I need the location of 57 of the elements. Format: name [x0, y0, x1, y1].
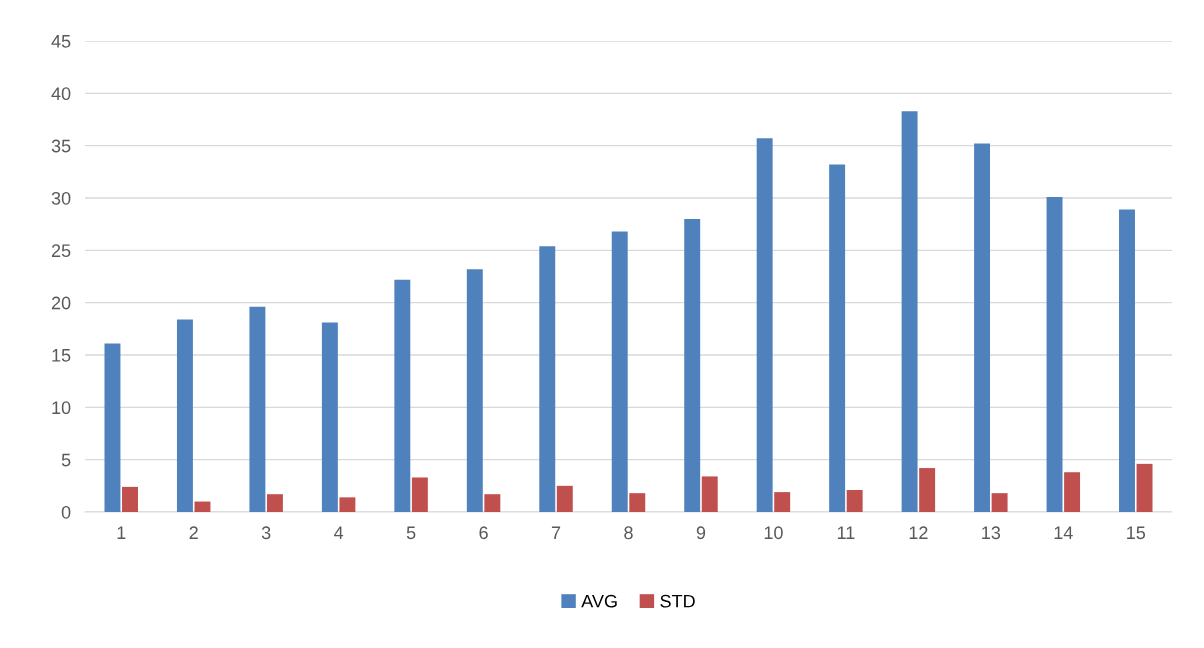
bar: [266, 494, 283, 512]
x-tick-label: 10: [764, 526, 783, 540]
bar: [829, 164, 846, 512]
y-tick-label: 35: [51, 139, 71, 153]
bar: [466, 269, 483, 512]
bar: [484, 494, 501, 512]
bar: [1119, 209, 1135, 512]
bar: [1136, 463, 1153, 512]
bar: [194, 501, 211, 512]
y-tick-label: 30: [51, 191, 71, 205]
y-tick-label: 45: [51, 35, 71, 48]
bar: [974, 143, 991, 512]
bar: [774, 492, 791, 512]
bar: [629, 493, 646, 512]
x-tick-label: 5: [406, 526, 416, 540]
x-tick-label: 6: [479, 526, 488, 540]
bar: [339, 497, 356, 512]
x-tick-label: 13: [982, 526, 1001, 540]
bar: [249, 306, 266, 512]
bar: [991, 493, 1008, 512]
bar: [1046, 196, 1063, 512]
bar: [684, 218, 701, 512]
y-tick-label: 10: [52, 401, 71, 415]
bar: [176, 319, 193, 512]
bar: [394, 279, 411, 512]
bar: [122, 486, 138, 512]
bar: [901, 111, 918, 512]
y-tick-label: 20: [51, 296, 71, 310]
x-tick-label: 3: [261, 526, 271, 540]
y-tick-label: 15: [52, 349, 71, 362]
y-tick-label: 25: [51, 244, 71, 258]
x-tick-label: 11: [837, 526, 855, 539]
bar: [411, 477, 428, 512]
legend-label: STD: [660, 594, 695, 608]
y-tick-label: 0: [61, 505, 71, 519]
x-tick-label: 9: [696, 526, 706, 540]
bar: [919, 468, 936, 512]
x-tick-label: 14: [1054, 526, 1073, 539]
x-tick-label: 4: [334, 526, 344, 539]
bar: [701, 476, 718, 512]
x-tick-label: 1: [117, 526, 126, 539]
y-tick-label: 40: [51, 87, 71, 101]
bar: [846, 490, 863, 512]
x-tick-label: 12: [909, 526, 928, 539]
bar: [539, 246, 556, 512]
x-tick-label: 8: [624, 526, 633, 540]
bar: [104, 343, 121, 512]
bar: [556, 485, 573, 512]
bar: [611, 231, 628, 512]
x-tick-label: 7: [551, 526, 561, 539]
y-tick-label: 5: [61, 453, 71, 467]
x-tick-label: 2: [189, 526, 198, 539]
legend-label: AVG: [581, 594, 617, 608]
bar: [321, 322, 338, 512]
x-tick-label: 15: [1127, 526, 1146, 540]
bar: [1064, 472, 1081, 512]
bar: [756, 138, 773, 512]
